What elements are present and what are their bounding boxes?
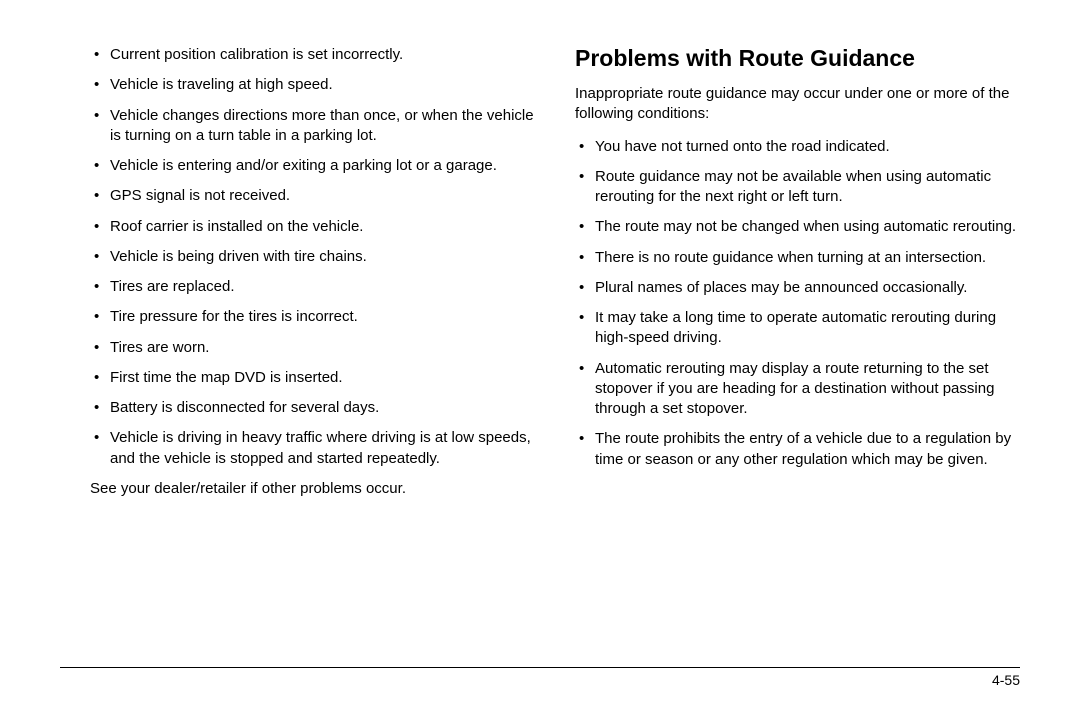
list-item: You have not turned onto the road indica… xyxy=(575,137,1020,157)
list-item: The route may not be changed when using … xyxy=(575,217,1020,237)
list-item: Vehicle changes directions more than onc… xyxy=(90,106,535,147)
list-item: Tire pressure for the tires is incorrect… xyxy=(90,307,535,327)
list-item: GPS signal is not received. xyxy=(90,186,535,206)
list-item: Tires are replaced. xyxy=(90,277,535,297)
right-column: Problems with Route Guidance Inappropria… xyxy=(575,45,1020,680)
page-number: 4-55 xyxy=(992,672,1020,688)
section-heading: Problems with Route Guidance xyxy=(575,45,1020,72)
list-item: Plural names of places may be announced … xyxy=(575,278,1020,298)
list-item: Route guidance may not be available when… xyxy=(575,167,1020,208)
list-item: The route prohibits the entry of a vehic… xyxy=(575,429,1020,470)
list-item: Vehicle is driving in heavy traffic wher… xyxy=(90,428,535,469)
list-item: Current position calibration is set inco… xyxy=(90,45,535,65)
list-item: First time the map DVD is inserted. xyxy=(90,368,535,388)
list-item: Vehicle is entering and/or exiting a par… xyxy=(90,156,535,176)
footer-rule xyxy=(60,667,1020,668)
left-bullet-list: Current position calibration is set inco… xyxy=(90,45,535,469)
right-bullet-list: You have not turned onto the road indica… xyxy=(575,137,1020,470)
list-item: Vehicle is being driven with tire chains… xyxy=(90,247,535,267)
list-item: It may take a long time to operate autom… xyxy=(575,308,1020,349)
left-column: Current position calibration is set inco… xyxy=(60,45,535,680)
list-item: There is no route guidance when turning … xyxy=(575,248,1020,268)
list-item: Automatic rerouting may display a route … xyxy=(575,359,1020,420)
page-content: Current position calibration is set inco… xyxy=(0,0,1080,720)
list-item: Roof carrier is installed on the vehicle… xyxy=(90,217,535,237)
intro-text: Inappropriate route guidance may occur u… xyxy=(575,84,1020,125)
closing-text: See your dealer/retailer if other proble… xyxy=(90,479,535,499)
list-item: Tires are worn. xyxy=(90,338,535,358)
list-item: Battery is disconnected for several days… xyxy=(90,398,535,418)
list-item: Vehicle is traveling at high speed. xyxy=(90,75,535,95)
